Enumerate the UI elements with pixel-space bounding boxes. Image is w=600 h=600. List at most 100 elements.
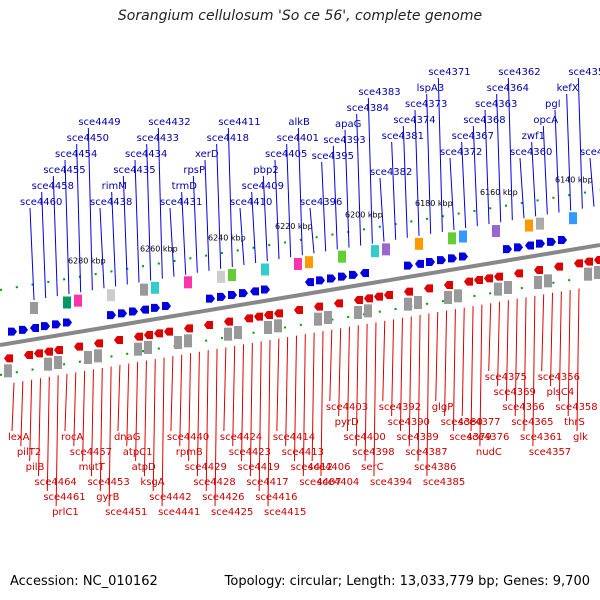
bottom-gene-leader	[461, 307, 465, 417]
reverse-gene-arrow	[74, 342, 83, 351]
bottom-gene-leader	[550, 292, 554, 387]
top-gene-leader	[157, 127, 163, 279]
reverse-feature-block	[224, 327, 232, 341]
top-gene-leader	[181, 191, 187, 275]
bottom-gene-leader	[567, 289, 571, 417]
forward-gene-arrow	[107, 311, 116, 320]
reverse-gene-arrow	[314, 302, 323, 311]
reverse-feature-block	[184, 334, 192, 348]
top-gene-label: sce4350	[568, 67, 600, 78]
bottom-gene-leader	[267, 339, 271, 507]
bottom-gene-label: sce4379	[449, 432, 491, 443]
forward-gene-arrow	[19, 325, 28, 334]
forward-feature-block	[492, 225, 500, 237]
bottom-gene-leader	[355, 325, 359, 447]
bottom-gene-label: glk	[573, 432, 588, 443]
forward-feature-block	[107, 289, 115, 302]
top-gene-label: sce4363	[475, 99, 517, 110]
top-gene-leader	[192, 175, 198, 273]
top-gene-label: alkB	[288, 117, 310, 128]
forward-feature-block	[151, 281, 159, 294]
bottom-gene-label: serC	[361, 462, 383, 473]
bottom-gene-leader	[408, 316, 412, 447]
bottom-gene-leader	[214, 348, 218, 507]
forward-feature-block	[294, 258, 302, 270]
reverse-feature-block	[94, 349, 102, 363]
top-gene-label: xerD	[195, 149, 219, 160]
reverse-gene-arrow	[34, 349, 43, 358]
top-gene-label: sce4360	[510, 147, 552, 158]
reverse-gene-arrow	[384, 291, 393, 299]
forward-gene-arrow	[118, 309, 127, 318]
bottom-gene-leader	[311, 332, 315, 462]
reverse-feature-block	[534, 276, 542, 289]
forward-gene-arrow	[41, 322, 50, 331]
top-gene-label: kefX	[557, 83, 579, 94]
bottom-gene-leader	[82, 370, 86, 462]
bottom-gene-leader	[29, 379, 33, 462]
forward-feature-block	[448, 232, 456, 245]
top-gene-leader	[426, 93, 432, 234]
forward-gene-arrow	[261, 285, 270, 294]
bottom-gene-label: sce4406	[308, 462, 350, 473]
reverse-gene-arrow	[584, 257, 593, 266]
bottom-gene-label: sce4365	[511, 417, 553, 428]
reverse-gene-arrow	[44, 347, 53, 356]
top-gene-label: sce4460	[20, 197, 62, 208]
bottom-gene-label: sce4429	[185, 462, 227, 473]
top-gene-leader	[169, 207, 175, 277]
reverse-gene-arrow	[364, 294, 373, 303]
bottom-gene-label: sce4403	[326, 402, 368, 413]
top-gene-label: sce4367	[452, 131, 494, 142]
bottom-gene-leader	[488, 303, 492, 372]
bottom-gene-label: sce4442	[149, 492, 191, 503]
bottom-gene-label: nudC	[476, 447, 502, 458]
forward-gene-arrow	[305, 278, 314, 287]
bottom-gene-leader	[576, 288, 580, 432]
bottom-gene-label: pyrD	[335, 417, 359, 428]
top-gene-leader	[531, 141, 537, 217]
reverse-feature-block	[4, 364, 12, 378]
forward-feature-block	[382, 243, 390, 256]
tick-label: 6140 kbp	[555, 176, 593, 185]
forward-gene-arrow	[547, 237, 556, 246]
reverse-gene-arrow	[144, 331, 153, 339]
bottom-gene-leader	[479, 304, 483, 447]
bottom-gene-leader	[11, 382, 15, 432]
top-gene-label: sce4411	[218, 117, 260, 128]
bottom-gene-label: sce4380	[441, 417, 483, 428]
top-gene-label: opcA	[533, 115, 558, 126]
reverse-feature-block	[264, 321, 272, 334]
forward-gene-arrow	[338, 272, 347, 281]
top-gene-label: sce4455	[43, 165, 85, 176]
tick-label: 6260 kbp	[140, 245, 178, 254]
forward-gene-arrow	[360, 269, 369, 277]
bottom-gene-label: sce4386	[414, 462, 456, 473]
forward-feature-block	[415, 237, 423, 250]
bottom-gene-leader	[276, 338, 280, 432]
forward-feature-block	[305, 256, 313, 269]
bottom-gene-label: ksgA	[140, 477, 164, 488]
forward-gene-arrow	[514, 243, 523, 252]
bottom-gene-leader	[558, 291, 562, 402]
bottom-gene-leader	[37, 378, 41, 477]
forward-gene-arrow	[140, 305, 149, 314]
reverse-gene-arrow	[254, 312, 263, 321]
reverse-feature-block	[354, 306, 362, 319]
top-gene-label: sce4381	[382, 131, 424, 142]
bottom-gene-label: sce4461	[43, 492, 85, 503]
top-gene-label: sce4396	[300, 197, 342, 208]
bottom-gene-label: sce4414	[273, 432, 315, 443]
reverse-gene-arrow	[274, 309, 283, 318]
bottom-gene-leader	[417, 314, 421, 462]
top-gene-leader	[29, 207, 35, 301]
reverse-gene-arrow	[404, 287, 413, 296]
top-gene-leader	[227, 127, 233, 267]
forward-gene-arrow	[327, 274, 336, 283]
bottom-gene-label: sce4440	[167, 432, 209, 443]
bottom-gene-leader	[223, 347, 227, 432]
top-gene-label: sce4458	[32, 181, 74, 192]
bottom-gene-label: sce4415	[264, 507, 306, 518]
top-gene-leader	[134, 159, 140, 283]
